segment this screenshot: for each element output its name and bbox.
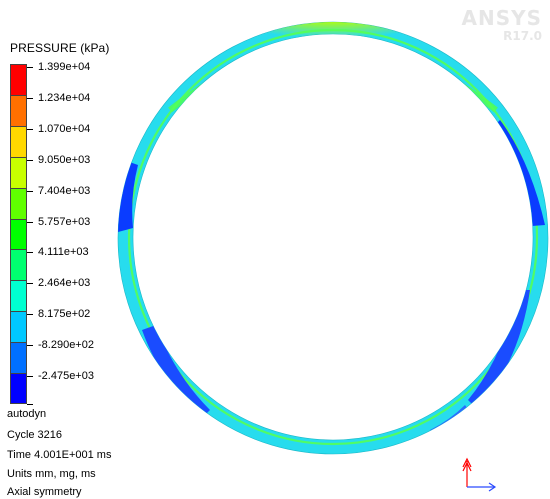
legend-label: -2.475e+03: [38, 370, 94, 383]
legend-swatch: [10, 187, 27, 219]
legend-label: 1.399e+04: [38, 61, 91, 73]
ansys-watermark: ANSYS R17.0: [461, 8, 542, 42]
ring-inner-line: [127, 28, 539, 446]
ansys-brand: ANSYS: [461, 6, 542, 30]
legend-tick: [27, 97, 33, 99]
legend-label: 4.111e+03: [38, 246, 89, 259]
legend-tick: [27, 128, 33, 130]
legend-tick: [27, 314, 33, 316]
legend-label: 7.404e+03: [38, 184, 91, 197]
symmetry-info: Axial symmetry: [7, 486, 82, 498]
legend-tick: [27, 67, 33, 68]
legend-label: -8.290e+02: [38, 339, 94, 352]
legend-swatch: [10, 156, 27, 188]
legend-swatch: [10, 249, 27, 281]
legend-swatch: [10, 373, 27, 404]
legend-tick: [27, 159, 33, 161]
legend-swatch: [10, 64, 27, 95]
legend-swatch: [10, 280, 27, 312]
legend-tick: [27, 376, 33, 378]
ansys-version: R17.0: [503, 29, 542, 43]
legend-swatch: [10, 342, 27, 374]
cycle-count: Cycle 3216: [7, 429, 63, 441]
legend-tick: [27, 221, 33, 223]
legend-swatch: [10, 94, 27, 126]
legend-swatch: [10, 125, 27, 157]
legend-label: 1.070e+04: [38, 122, 91, 135]
legend-swatch: [10, 311, 27, 343]
legend-title: PRESSURE (kPa): [10, 41, 110, 55]
legend-tick: [27, 283, 33, 285]
legend-swatch: [10, 218, 27, 250]
legend-label: 1.234e+04: [38, 91, 91, 104]
legend-tick: [27, 190, 33, 192]
legend-tick: [27, 345, 33, 347]
legend-label: 8.175e+02: [38, 308, 91, 321]
legend-tick: [27, 404, 33, 405]
pressure-zone-top: [163, 22, 503, 98]
ring-body[interactable]: [117, 21, 549, 455]
legend-label: 9.050e+03: [38, 153, 91, 166]
legend-label: 2.464e+03: [38, 277, 91, 290]
color-legend: [10, 64, 27, 404]
legend-label: 5.757e+03: [38, 215, 91, 228]
solver-name: autodyn: [7, 408, 47, 420]
units-info: Units mm, mg, ms: [7, 468, 96, 480]
legend-tick: [27, 252, 33, 254]
axis-triad: [462, 457, 497, 492]
low-pressure-zone-left-lower: [142, 325, 210, 420]
simulation-time: Time 4.001E+001 ms: [7, 449, 112, 461]
